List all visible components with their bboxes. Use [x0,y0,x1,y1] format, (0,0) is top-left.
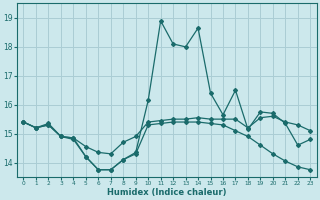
X-axis label: Humidex (Indice chaleur): Humidex (Indice chaleur) [107,188,227,197]
